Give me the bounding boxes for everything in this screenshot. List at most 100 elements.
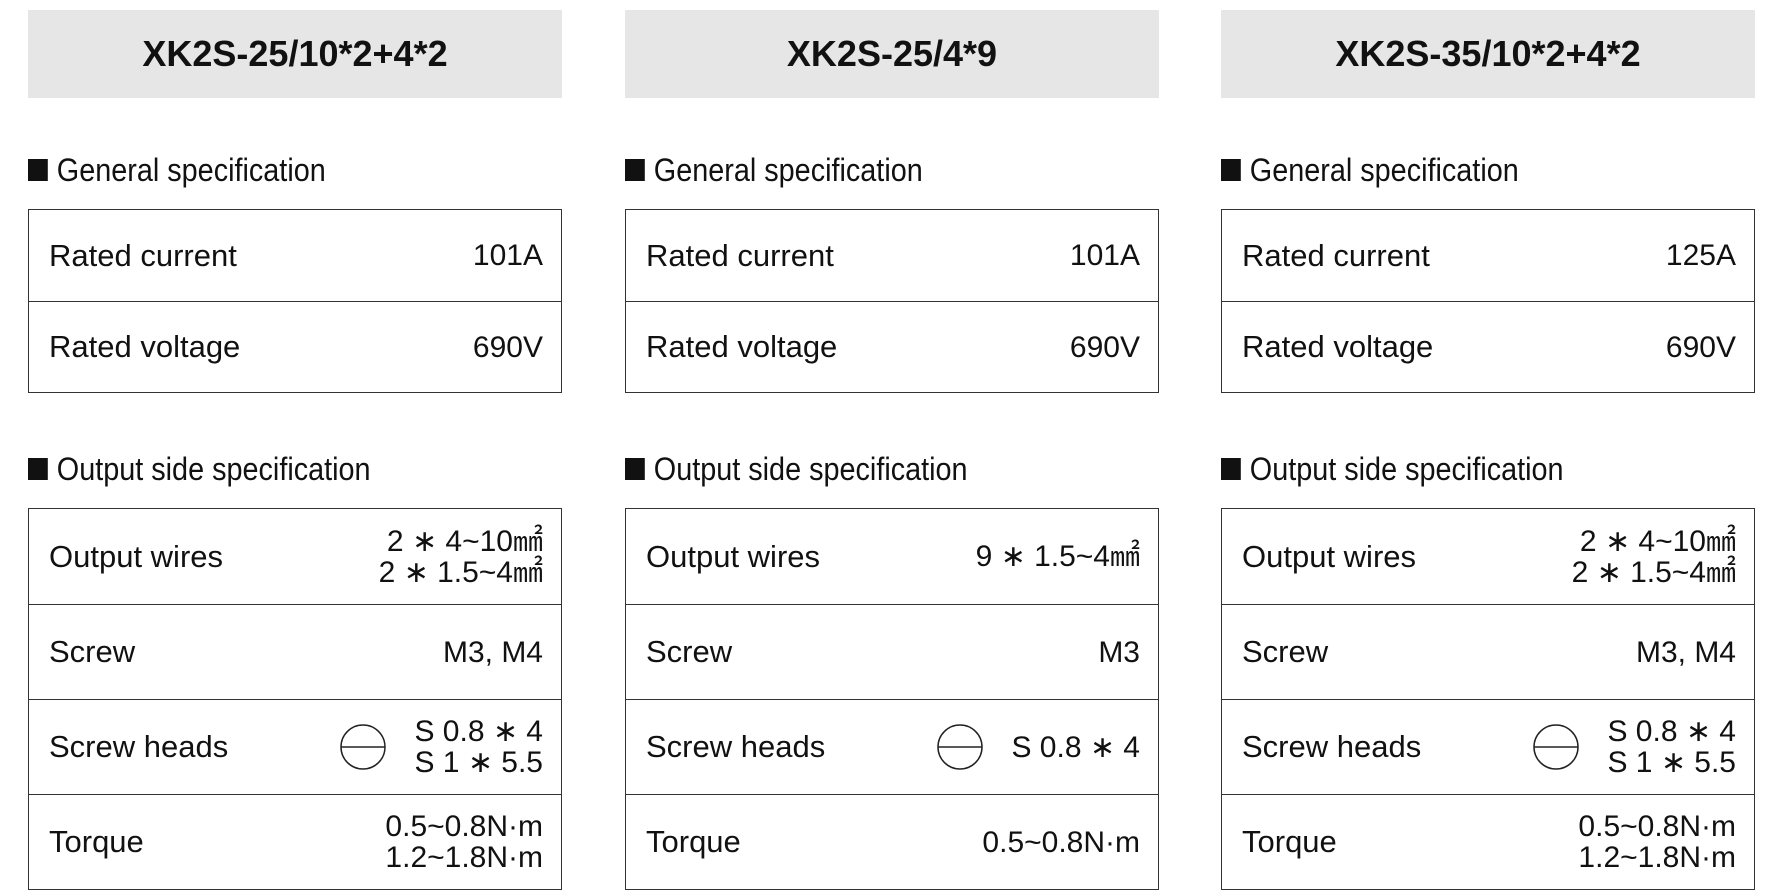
value-line: 2 ∗ 1.5~4㎟ — [1571, 555, 1736, 589]
value-line: 2 ∗ 4~10㎟ — [386, 524, 543, 558]
heading-text: General specification — [56, 151, 326, 188]
row-label: Torque — [49, 824, 144, 859]
row-value: S 0.8 ∗ 4 — [1011, 732, 1140, 763]
spec-row: Torque 0.5~0.8N·m 1.2~1.8N·m — [1222, 794, 1754, 889]
value-wrap: 690V — [1070, 332, 1140, 363]
row-label: Screw heads — [49, 729, 229, 764]
value-wrap: S 0.8 ∗ 4 — [935, 722, 1140, 772]
row-value: 690V — [473, 332, 543, 363]
row-value: 0.5~0.8N·m 1.2~1.8N·m — [1578, 811, 1736, 873]
row-label: Rated voltage — [49, 329, 241, 364]
row-value: 0.5~0.8N·m 1.2~1.8N·m — [385, 811, 543, 873]
row-label: Torque — [646, 824, 741, 859]
model-title: XK2S-25/4*9 — [625, 10, 1159, 98]
screw-head-icon — [937, 724, 984, 770]
value-wrap: 101A — [1070, 240, 1140, 271]
value-line: 101A — [472, 239, 543, 272]
spec-column: XK2S-25/4*9 General specification Rated cu… — [625, 10, 1159, 890]
row-label: Output wires — [646, 538, 821, 574]
row-value: 2 ∗ 4~10㎟ 2 ∗ 1.5~4㎟ — [379, 526, 543, 588]
row-label: Rated voltage — [646, 329, 838, 364]
row-value: 2 ∗ 4~10㎟ 2 ∗ 1.5~4㎟ — [1572, 526, 1736, 588]
row-label: Screw — [49, 634, 136, 669]
heading-text: General specification — [653, 151, 923, 188]
spec-table: Output wires 9 ∗ 1.5~4㎟ Screw M3 Screw heads… — [625, 508, 1159, 890]
row-value: 101A — [1070, 240, 1140, 271]
spec-column: XK2S-25/10*2+4*2 General specification Rat… — [28, 10, 562, 890]
row-label: Screw — [1242, 634, 1329, 669]
section-heading: General specification — [28, 148, 509, 192]
heading-text: Output side specification — [56, 450, 371, 487]
value-line: S 0.8 ∗ 4 — [1607, 715, 1736, 748]
value-line: M3 — [1098, 635, 1140, 669]
value-wrap: M3 — [1098, 637, 1140, 668]
section-heading: General specification — [625, 148, 1106, 192]
bullet — [625, 458, 645, 480]
spec-column: XK2S-35/10*2+4*2 General specification Rat… — [1221, 10, 1755, 890]
row-value: 125A — [1666, 240, 1736, 271]
row-value: M3 — [1098, 637, 1140, 668]
spec-row: Screw M3, M4 — [1222, 604, 1754, 699]
row-value: 0.5~0.8N·m — [982, 827, 1140, 858]
value-wrap: M3, M4 — [1636, 637, 1736, 668]
spec-row: Rated voltage 690V — [626, 301, 1158, 392]
value-line: 1.2~1.8N·m — [1578, 841, 1736, 874]
section-heading: General specification — [1221, 148, 1702, 192]
value-wrap: 2 ∗ 4~10㎟ 2 ∗ 1.5~4㎟ — [379, 526, 543, 588]
section-heading: Output side specification — [1221, 447, 1702, 491]
heading-text: Output side specification — [1249, 450, 1564, 487]
spec-row: Output wires 9 ∗ 1.5~4㎟ — [626, 509, 1158, 604]
value-line: S 0.8 ∗ 4 — [1011, 730, 1140, 764]
value-wrap: 0.5~0.8N·m — [982, 827, 1140, 858]
bullet — [625, 159, 645, 181]
value-wrap: 0.5~0.8N·m 1.2~1.8N·m — [1578, 811, 1736, 873]
row-label: Output wires — [49, 538, 224, 574]
row-value: M3, M4 — [1636, 637, 1736, 668]
spec-table: Rated current 101A Rated voltage 690V — [28, 209, 562, 393]
spec-row: Output wires 2 ∗ 4~10㎟ 2 ∗ 1.5~4㎟ — [29, 509, 561, 604]
value-wrap: 0.5~0.8N·m 1.2~1.8N·m — [385, 811, 543, 873]
spec-row: Rated current 101A — [29, 210, 561, 301]
row-label: Rated current — [49, 237, 237, 273]
value-wrap: 2 ∗ 4~10㎟ 2 ∗ 1.5~4㎟ — [1572, 526, 1736, 588]
section-heading: Output side specification — [625, 447, 1106, 491]
value-line: 9 ∗ 1.5~4㎟ — [975, 540, 1140, 573]
row-label: Screw heads — [1242, 729, 1422, 764]
spec-row: Rated voltage 690V — [29, 301, 561, 392]
spec-row: Rated current 101A — [626, 210, 1158, 301]
bullet — [28, 159, 48, 181]
value-line: 0.5~0.8N·m — [385, 810, 543, 843]
spec-table: Output wires 2 ∗ 4~10㎟ 2 ∗ 1.5~4㎟ Screw M3, … — [28, 508, 562, 890]
spec-row: Screw heads S 0.8 ∗ 4 — [626, 699, 1158, 794]
row-value: 9 ∗ 1.5~4㎟ — [976, 541, 1140, 572]
spec-row: Output wires 2 ∗ 4~10㎟ 2 ∗ 1.5~4㎟ — [1222, 509, 1754, 604]
value-line: 690V — [472, 330, 543, 364]
value-wrap: 9 ∗ 1.5~4㎟ — [976, 541, 1140, 572]
spec-row: Torque 0.5~0.8N·m — [626, 794, 1158, 889]
model-title: XK2S-35/10*2+4*2 — [1221, 10, 1755, 98]
bullet — [1221, 159, 1241, 181]
value-wrap: 125A — [1666, 240, 1736, 271]
row-value: 690V — [1666, 332, 1736, 363]
row-label: Rated voltage — [1242, 329, 1434, 364]
value-wrap: 690V — [1666, 332, 1736, 363]
row-label: Screw heads — [646, 729, 826, 764]
value-wrap: M3, M4 — [443, 637, 543, 668]
value-wrap: 101A — [473, 240, 543, 271]
spec-row: Screw M3, M4 — [29, 604, 561, 699]
spec-table: Output wires 2 ∗ 4~10㎟ 2 ∗ 1.5~4㎟ Screw M3, … — [1221, 508, 1755, 890]
value-line: 690V — [1069, 330, 1140, 364]
value-line: 101A — [1069, 239, 1140, 272]
bullet — [28, 458, 48, 480]
value-line: 0.5~0.8N·m — [1578, 810, 1736, 843]
row-value: 101A — [473, 240, 543, 271]
value-line: S 1 ∗ 5.5 — [414, 746, 543, 779]
row-label: Torque — [1242, 824, 1337, 859]
value-line: S 1 ∗ 5.5 — [1607, 746, 1736, 779]
value-line: S 0.8 ∗ 4 — [414, 715, 543, 748]
spec-table: Rated current 101A Rated voltage 690V — [625, 209, 1159, 393]
row-value: M3, M4 — [443, 637, 543, 668]
